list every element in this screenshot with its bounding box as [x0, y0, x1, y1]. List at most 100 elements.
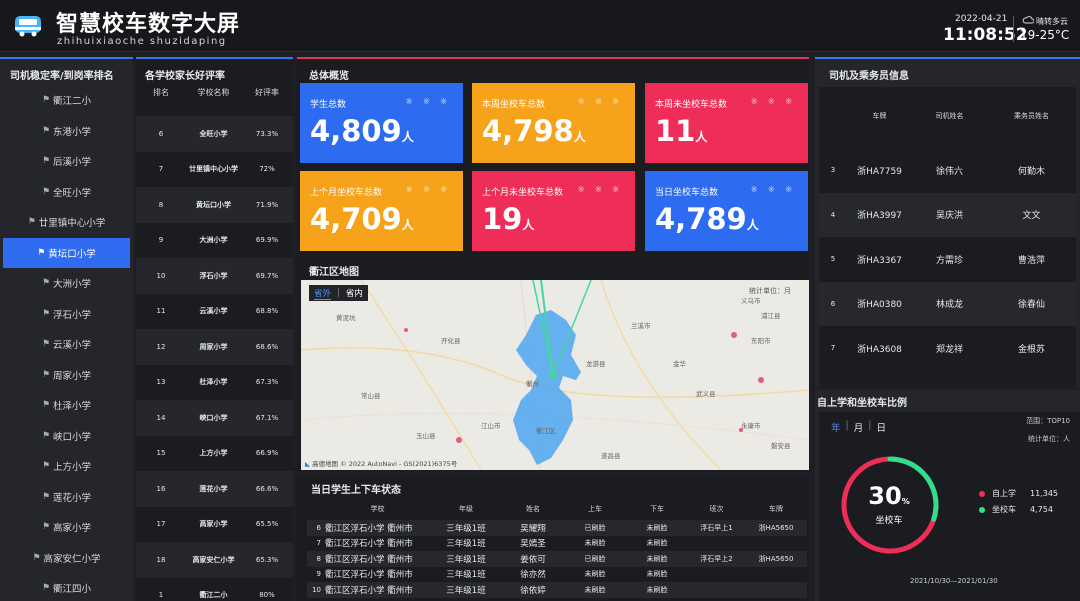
stat-value: 4,789人	[655, 202, 759, 236]
table-cell: 10	[156, 271, 166, 280]
school-icon: ⚑	[41, 125, 51, 136]
map-label: 兰溪市	[631, 322, 651, 330]
sidebar-item-school[interactable]: ⚑ 衢江二小	[0, 85, 133, 116]
table-cell: 未刷脸	[584, 570, 606, 579]
sidebar-item-school[interactable]: ⚑ 大洲小学	[0, 268, 133, 299]
table-cell: 未刷脸	[646, 585, 668, 594]
table-cell: 3	[830, 166, 836, 175]
rating-table-body: 6 全旺小学 73.3% 7 廿里镇中心小学 72% 8 黄坛口小学 71.9% 9 大洲小学 69.…	[136, 116, 293, 601]
map-panel: 衢江区地图	[297, 257, 809, 471]
sidebar-item-school[interactable]: ⚑ 衢江四小	[0, 573, 133, 601]
drivers-title: 司机及乘务员信息	[829, 71, 909, 82]
ratio-donut	[841, 456, 939, 554]
stability-title: 司机稳定率/到岗率排名	[10, 71, 114, 82]
table-row: 7 衢江区浮石小学 衢州市 三年级1班 吴嫣圣 未刷脸 未刷脸	[307, 536, 807, 552]
table-cell: 衢江区浮石小学 衢州市	[325, 554, 413, 565]
tab-separator: |	[337, 288, 340, 298]
sidebar-item-label: 东港小学	[53, 126, 92, 138]
table-row: 9 大洲小学 69.9%	[136, 223, 293, 259]
map-label: 常山县	[361, 392, 381, 400]
table-cell: 10	[312, 585, 321, 594]
table-cell: 廿里镇中心小学	[189, 165, 238, 174]
table-cell: 峡口小学	[199, 413, 228, 422]
sidebar-item-school[interactable]: ⚑ 后溪小学	[0, 146, 133, 177]
table-row: 7 廿里镇中心小学 72%	[136, 152, 293, 188]
sidebar-item-school[interactable]: ⚑ 杜泽小学	[0, 390, 133, 421]
stat-card: 上个月坐校车总数 ※ ※ ※ 4,709人	[300, 171, 463, 251]
sidebar-item-school[interactable]: ⚑ 上方小学	[0, 451, 133, 482]
district-map[interactable]: 省外 | 省内 统计单位：月 黄泥坑 开化县 兰溪市 龙游县 金华 武义县 江山…	[301, 280, 809, 470]
table-cell: 14	[156, 413, 166, 422]
table-cell: 浮石早上1	[700, 523, 733, 532]
table-cell: 杜泽小学	[199, 378, 228, 387]
table-cell: 徐依婷	[520, 585, 546, 596]
cloud-icon	[1022, 16, 1034, 24]
sidebar-item-school[interactable]: ⚑ 黄坛口小学	[3, 237, 130, 268]
school-icon: ⚑	[41, 369, 51, 380]
stability-list: ⚑ 衢江二小 ⚑ 东港小学 ⚑ 后溪小学 ⚑ 全旺小学 ⚑ 廿里镇中心小学 ⚑ 黄坛口小学 ⚑ 大洲小学 ⚑…	[0, 85, 133, 601]
sidebar-item-school[interactable]: ⚑ 莲花小学	[0, 482, 133, 513]
table-cell: 71.9%	[255, 200, 279, 209]
tab-day[interactable]: 日	[876, 423, 886, 434]
table-cell: 已刷脸	[584, 523, 606, 532]
sidebar-item-label: 莲花小学	[53, 492, 92, 504]
legend-dot	[979, 506, 985, 513]
header-grade: 年级	[459, 505, 473, 513]
table-cell: 已刷脸	[584, 554, 606, 563]
table-cell: 曹浩萍	[1017, 255, 1045, 266]
table-cell: 9	[158, 236, 164, 245]
table-cell: 7	[316, 539, 321, 548]
table-cell: 徐春仙	[1017, 300, 1045, 311]
sidebar-item-school[interactable]: ⚑ 全旺小学	[0, 177, 133, 208]
table-cell: 郑龙祥	[935, 344, 963, 355]
current-time: 11:08:52	[943, 25, 1028, 45]
sidebar-item-school[interactable]: ⚑ 云溪小学	[0, 329, 133, 360]
header-board: 上车	[588, 505, 602, 513]
sidebar-item-label: 衢江二小	[53, 96, 92, 108]
table-cell: 7	[158, 165, 164, 174]
tab-out-of-province[interactable]: 省外	[314, 288, 332, 300]
sidebar-item-school[interactable]: ⚑ 高家安仁小学	[0, 543, 133, 574]
table-cell: 三年级1班	[446, 554, 486, 565]
sidebar-item-school[interactable]: ⚑ 浮石小学	[0, 299, 133, 330]
table-cell: 未刷脸	[584, 585, 606, 594]
table-row: 11 云溪小学 68.8%	[136, 294, 293, 330]
table-cell: 13	[156, 378, 166, 387]
table-cell: 浮石早上2	[700, 554, 733, 563]
map-label: 龙游县	[586, 360, 606, 368]
sidebar-item-school[interactable]: ⚑ 高家小学	[0, 512, 133, 543]
stat-card: 本周未坐校车总数 ※ ※ ※ 11人	[645, 83, 808, 163]
table-row: 15 上方小学 66.9%	[136, 436, 293, 472]
tab-year[interactable]: 年	[831, 423, 841, 434]
status-title: 当日学生上下车状态	[311, 485, 401, 496]
table-cell: 衢江区浮石小学 衢州市	[325, 523, 413, 534]
table-cell: 全旺小学	[199, 129, 228, 138]
school-icon: ⚑	[41, 400, 51, 411]
tab-month[interactable]: 月	[853, 423, 864, 434]
map-logo-text: 高德地图	[312, 460, 339, 468]
header-bar: 智慧校车数字大屏 zhihuixiaoche shuzidaping 2022-…	[0, 0, 1080, 52]
table-cell: 衢江二小	[199, 591, 228, 600]
weather-text: 晴转多云	[1036, 17, 1068, 26]
sidebar-item-school[interactable]: ⚑ 峡口小学	[0, 421, 133, 452]
tab-in-province[interactable]: 省内	[345, 289, 363, 299]
table-cell: 6	[316, 523, 321, 532]
stat-card: 上个月未坐校车总数 ※ ※ ※ 19人	[472, 171, 635, 251]
sidebar-item-school[interactable]: ⚑ 东港小学	[0, 116, 133, 147]
table-cell: 65.3%	[255, 555, 279, 564]
sidebar-item-school[interactable]: ⚑ 周家小学	[0, 360, 133, 391]
table-cell: 66.6%	[255, 484, 279, 493]
map-label: 遂昌县	[601, 452, 621, 460]
table-cell: 衢江区浮石小学 衢州市	[325, 585, 413, 596]
table-row: 6 衢江区浮石小学 衢州市 三年级1班 吴耀翔 已刷脸 未刷脸 浮石早上1 浙HA5650	[307, 520, 807, 536]
school-icon: ⚑	[41, 491, 51, 502]
overview-title: 总体概览	[309, 71, 349, 82]
map-label: 衢江区	[536, 427, 556, 435]
table-cell: 7	[830, 344, 836, 353]
table-row: 5 浙HA3367 方需珍 曹浩萍	[819, 237, 1076, 282]
dots-icon: ※ ※ ※	[577, 185, 623, 194]
sidebar-item-school[interactable]: ⚑ 廿里镇中心小学	[0, 207, 133, 238]
table-cell: 69.7%	[255, 271, 279, 280]
table-cell: 金根苏	[1017, 344, 1045, 355]
